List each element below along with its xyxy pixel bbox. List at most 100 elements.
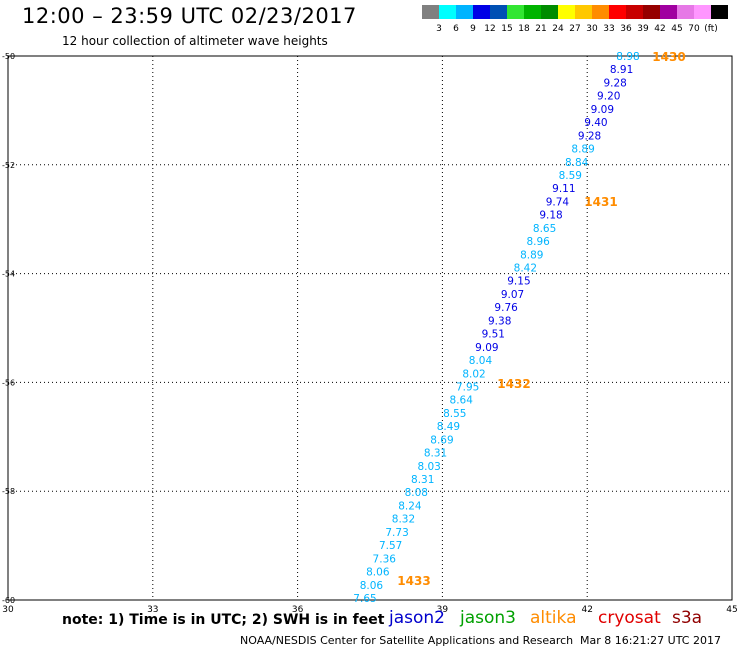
wave-height-label: 8.96 <box>526 236 550 248</box>
mission-legend-altika: altika <box>530 608 577 628</box>
color-scale-label: 9 <box>470 24 476 34</box>
wave-height-label: 8.04 <box>469 355 493 367</box>
color-scale-label: 18 <box>518 24 530 34</box>
color-scale-label: 33 <box>603 24 614 34</box>
color-scale-label: 3 <box>436 24 442 34</box>
wave-height-label: 8.32 <box>392 514 415 526</box>
wave-height-label: 8.24 <box>398 500 422 512</box>
wave-height-label: 8.64 <box>450 395 474 407</box>
color-swatch <box>660 5 677 19</box>
x-tick-label: 42 <box>581 605 592 615</box>
wave-height-label: 9.40 <box>584 117 607 129</box>
wave-height-label: 9.20 <box>597 91 620 103</box>
color-swatch <box>473 5 490 19</box>
wave-height-label: 9.07 <box>501 289 524 301</box>
color-swatch <box>643 5 660 19</box>
color-swatch <box>541 5 558 19</box>
color-scale-label: 45 <box>671 24 682 34</box>
mission-legend-cryosat: cryosat <box>598 608 661 628</box>
y-tick-label: -58 <box>2 487 15 496</box>
color-scale-label: 70 <box>688 24 700 34</box>
color-swatch <box>677 5 694 19</box>
color-scale-label: 12 <box>484 24 495 34</box>
footer-timestamp: Mar 8 16:21:27 UTC 2017 <box>580 634 721 647</box>
color-scale-label: (ft) <box>704 24 718 34</box>
color-scale-label: 30 <box>586 24 598 34</box>
wave-height-label: 9.15 <box>507 276 530 288</box>
color-swatch <box>507 5 524 19</box>
wave-height-label: 7.57 <box>379 540 402 552</box>
wave-height-label: 8.84 <box>565 157 589 169</box>
wave-height-label: 9.09 <box>475 342 498 354</box>
color-swatch <box>592 5 609 19</box>
page-title: 12:00 – 23:59 UTC 02/23/2017 <box>22 4 357 28</box>
color-swatch <box>694 5 711 19</box>
y-tick-label: -50 <box>2 52 15 61</box>
y-tick-label: -60 <box>2 596 15 605</box>
color-swatch <box>524 5 541 19</box>
color-scale-label: 36 <box>620 24 632 34</box>
color-swatch <box>609 5 626 19</box>
wave-height-label: 7.73 <box>385 527 408 539</box>
color-swatch <box>626 5 643 19</box>
wave-height-label: 8.91 <box>610 64 633 76</box>
wave-height-label: 9.28 <box>578 130 601 142</box>
color-scale-label: 24 <box>552 24 564 34</box>
wave-height-label: 8.03 <box>417 461 440 473</box>
color-swatch <box>558 5 575 19</box>
mission-legend-s3a: s3a <box>672 608 703 628</box>
wave-height-label: 8.89 <box>571 144 594 156</box>
wave-height-label: 7.95 <box>456 381 479 393</box>
page-subtitle: 12 hour collection of altimeter wave hei… <box>62 34 328 48</box>
wave-height-label: 9.51 <box>482 329 505 341</box>
wave-height-label: 8.55 <box>443 408 466 420</box>
wave-height-label: 8.59 <box>559 170 582 182</box>
color-swatch <box>711 5 728 19</box>
wave-height-label: 8.06 <box>360 580 384 592</box>
x-tick-label: 30 <box>2 605 14 615</box>
wave-height-label: 8.69 <box>430 434 453 446</box>
color-scale-legend: 3 6 9 12 15 18 21 24 27 30 33 36 39 42 45 70 (ft) <box>422 5 728 34</box>
plot-frame <box>7 55 733 601</box>
color-swatch <box>439 5 456 19</box>
wave-height-label: 8.89 <box>520 249 543 261</box>
pass-time-label: 1430 <box>652 50 685 64</box>
wave-height-label: 9.18 <box>539 210 562 222</box>
wave-height-label: 8.08 <box>405 487 428 499</box>
y-tick-label: -56 <box>2 378 15 387</box>
wave-height-label: 8.06 <box>366 567 390 579</box>
pass-time-label: 1431 <box>584 195 617 209</box>
color-swatch <box>456 5 473 19</box>
wave-height-label: 9.74 <box>546 196 570 208</box>
mission-legend-jason2: jason2 <box>389 608 445 628</box>
x-tick-label: 36 <box>292 605 304 615</box>
x-tick-label: 33 <box>147 605 158 615</box>
pass-time-label: 1433 <box>397 574 430 588</box>
wave-height-label: 7.65 <box>353 593 376 605</box>
color-scale-label: 6 <box>453 24 459 34</box>
color-scale-label: 15 <box>501 24 512 34</box>
wave-height-label: 8.02 <box>462 368 485 380</box>
y-tick-label: -52 <box>2 161 15 170</box>
wave-height-label: 8.31 <box>424 448 447 460</box>
wave-height-label: 8.98 <box>616 51 639 63</box>
wave-height-label: 8.65 <box>533 223 556 235</box>
color-scale-label: 39 <box>637 24 649 34</box>
wave-height-label: 8.42 <box>514 263 537 275</box>
wave-height-label: 7.36 <box>373 553 397 565</box>
wave-height-label: 8.31 <box>411 474 434 486</box>
x-tick-label: 45 <box>726 605 737 615</box>
color-swatch <box>490 5 507 19</box>
wave-height-label: 9.11 <box>552 183 575 195</box>
wave-height-label: 9.38 <box>488 315 511 327</box>
color-swatch <box>422 5 439 19</box>
mission-legend-jason3: jason3 <box>460 608 516 628</box>
pass-time-label: 1432 <box>497 377 530 391</box>
footer-credit: NOAA/NESDIS Center for Satellite Applica… <box>240 634 574 647</box>
color-scale-label: 21 <box>535 24 546 34</box>
wave-height-label: 8.49 <box>437 421 460 433</box>
color-scale-label: 42 <box>654 24 665 34</box>
wave-height-label: 9.09 <box>591 104 614 116</box>
wave-height-label: 9.28 <box>603 77 626 89</box>
